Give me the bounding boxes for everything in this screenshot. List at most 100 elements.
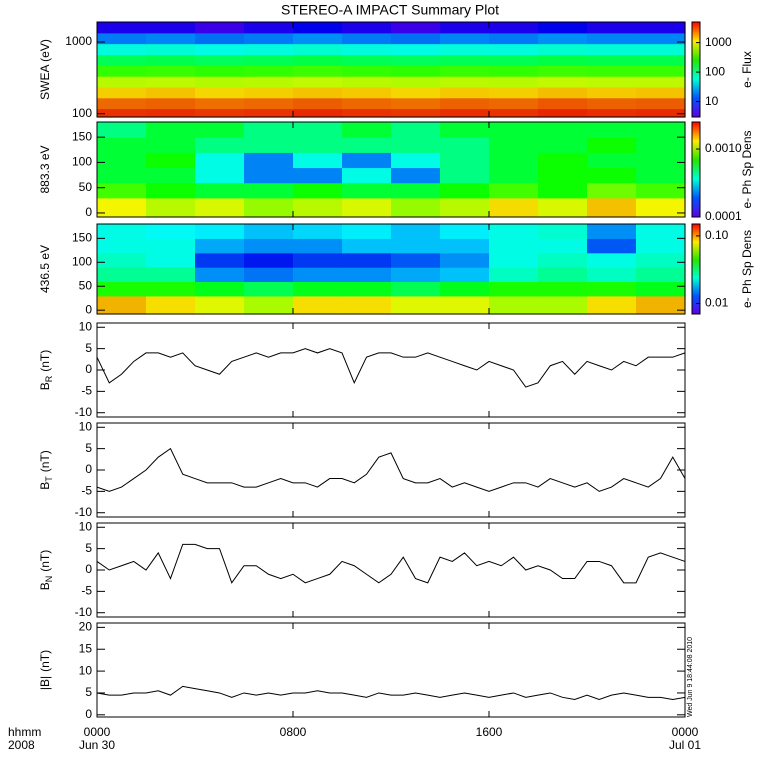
heatmap-cell xyxy=(391,76,441,88)
y-tick-label: 20 xyxy=(79,620,93,634)
colorbar xyxy=(691,223,701,315)
data-line xyxy=(96,543,686,584)
y-axis-label: 436.5 eV xyxy=(38,245,52,293)
colorbar-tick-label: 0.01 xyxy=(705,296,729,310)
y-tick-label: 15 xyxy=(79,641,93,655)
heatmap-cell xyxy=(146,238,196,254)
heatmap-cell xyxy=(538,197,588,218)
data-line xyxy=(96,447,686,492)
heatmap-cell xyxy=(440,76,490,88)
heatmap-cell xyxy=(587,267,637,283)
heatmap-cell xyxy=(293,54,343,66)
heatmap-cell xyxy=(293,252,343,268)
panel-frame xyxy=(96,121,686,218)
heatmap-cell xyxy=(97,108,147,118)
y-tick-label: 0 xyxy=(85,205,92,219)
heatmap-cell xyxy=(636,267,686,283)
heatmap-cell xyxy=(97,252,147,268)
heatmap-cell xyxy=(146,76,196,88)
y-label-symbol: SWEA (eV) xyxy=(38,39,52,100)
heatmap-cell xyxy=(489,152,539,169)
heatmap-cell xyxy=(538,137,588,153)
y-tick-label: -10 xyxy=(75,505,93,519)
heatmap-cell xyxy=(636,238,686,254)
heatmap-cell xyxy=(391,224,441,239)
heatmap-cell xyxy=(538,281,588,297)
heatmap-cell xyxy=(342,97,392,110)
y-label-subscript: R xyxy=(44,375,54,382)
heatmap-cell xyxy=(587,86,637,99)
y-label-unit: (nT) xyxy=(38,650,52,672)
heatmap-cell xyxy=(97,54,147,66)
y-label-unit: (nT) xyxy=(38,450,52,472)
heatmap-cell xyxy=(636,122,686,138)
y-axis-label: BT (nT) xyxy=(38,450,54,490)
heatmap-cell xyxy=(636,224,686,239)
heatmap-cell xyxy=(587,197,637,218)
heatmap-cell xyxy=(146,122,196,138)
y-tick-label: 50 xyxy=(79,278,93,292)
heatmap-cell xyxy=(195,267,245,283)
heatmap-cell xyxy=(146,22,196,34)
heatmap-cell xyxy=(538,224,588,239)
heatmap-cell xyxy=(489,108,539,118)
heatmap-cell xyxy=(636,182,686,199)
heatmap-cell xyxy=(440,238,490,254)
heatmap-cell xyxy=(342,295,392,315)
heatmap-cell xyxy=(293,238,343,254)
heatmap-cell xyxy=(195,238,245,254)
heatmap-cell xyxy=(97,167,147,184)
heatmap-cell xyxy=(244,152,294,169)
heatmap-cell xyxy=(440,97,490,110)
colorbar-label: e- Flux xyxy=(740,51,754,88)
heatmap-cell xyxy=(342,76,392,88)
heatmap-cell xyxy=(587,22,637,34)
y-axis-label: |B| (nT) xyxy=(38,650,52,690)
heatmap-cell xyxy=(587,43,637,56)
heatmap-cell xyxy=(489,197,539,218)
heatmap-cell xyxy=(440,22,490,34)
heatmap-cell xyxy=(244,137,294,153)
heatmap-cell xyxy=(342,167,392,184)
heatmap-cell xyxy=(636,76,686,88)
heatmap-cell xyxy=(293,281,343,297)
y-axis-label: BN (nT) xyxy=(38,550,54,591)
heatmap-cell xyxy=(636,43,686,56)
heatmap-cell xyxy=(97,152,147,169)
heatmap-cell xyxy=(587,137,637,153)
heatmap-cell xyxy=(293,86,343,99)
heatmap-cell xyxy=(195,137,245,153)
panel: 0.01 0.10 e- Ph Sp Dens 0 50 100 150 436.5 eV xyxy=(38,223,754,316)
heatmap-cell xyxy=(587,252,637,268)
heatmap-cell xyxy=(97,182,147,199)
heatmap-cell xyxy=(489,86,539,99)
y-axis-label: BR (nT) xyxy=(38,350,54,391)
heatmap-cell xyxy=(146,167,196,184)
timestamp: Wed Jun 9 18:44:08 2010 xyxy=(687,637,694,717)
heatmap-cell xyxy=(342,281,392,297)
heatmap-cell xyxy=(636,108,686,118)
heatmap-cell xyxy=(146,54,196,66)
heatmap-cell xyxy=(538,54,588,66)
heatmap-cell xyxy=(293,197,343,218)
x-tick-label: 0800 xyxy=(280,725,307,739)
heatmap-cell xyxy=(440,295,490,315)
colorbar-label: e- Ph Sp Dens xyxy=(740,130,754,208)
heatmap-cell xyxy=(636,197,686,218)
y-tick-label: 150 xyxy=(72,129,92,143)
y-tick-label: 0 xyxy=(85,562,92,576)
heatmap-cell xyxy=(391,267,441,283)
heatmap-cell xyxy=(489,267,539,283)
heatmap-cell xyxy=(440,197,490,218)
heatmap-cell xyxy=(342,197,392,218)
y-tick-label: 1000 xyxy=(65,34,92,48)
heatmap-cell xyxy=(342,54,392,66)
heatmap-cell xyxy=(391,65,441,77)
heatmap-cell xyxy=(97,224,147,239)
y-label-symbol: B xyxy=(38,482,52,490)
heatmap-cell xyxy=(440,137,490,153)
y-label-unit: (nT) xyxy=(38,550,52,572)
heatmap-cell xyxy=(489,252,539,268)
heatmap-cell xyxy=(293,167,343,184)
